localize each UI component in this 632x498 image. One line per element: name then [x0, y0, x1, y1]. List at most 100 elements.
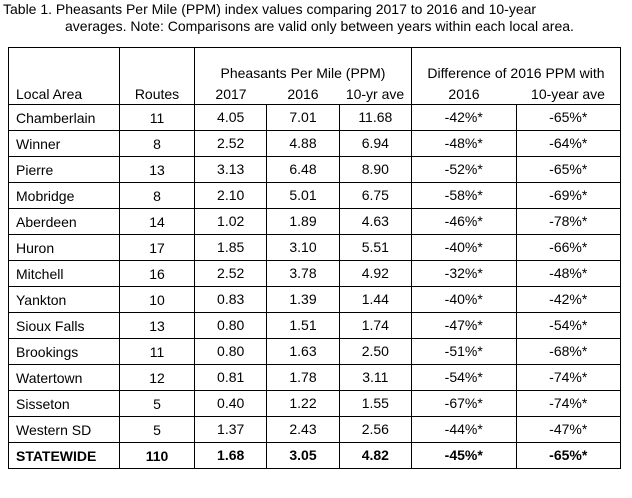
cell-ppm-2016: 3.78: [266, 261, 338, 286]
cell-ppm-2016: 7.01: [266, 105, 338, 130]
cell-diff-group: -54%* -74%*: [411, 364, 621, 391]
cell-ppm-2017: 0.80: [217, 317, 245, 333]
cell-ppm-2017: 0.40: [217, 395, 245, 411]
cell-ppm-group: 1.68 3.05 4.82: [194, 442, 412, 469]
cell-ppm-2017: 1.02: [217, 213, 245, 229]
cell-ppm-10yr: 1.44: [338, 287, 411, 312]
cell-diff-10yr: -54%*: [515, 313, 621, 338]
cell-diff-2016: -32%*: [444, 265, 483, 281]
table-row: Brookings 11 0.80 1.63 2.50 -51%* -68%*: [8, 338, 621, 365]
cell-diff-2016: -42%*: [444, 109, 483, 125]
cell-local-area: Chamberlain: [8, 104, 120, 131]
cell-diff-group: -58%* -69%*: [411, 182, 621, 209]
cell-ppm-2017: 1.37: [217, 421, 245, 437]
cell-diff-2016: -46%*: [444, 213, 483, 229]
header-ppm-2017: 2017: [215, 86, 247, 102]
cell-ppm-10yr: 4.92: [338, 261, 411, 286]
cell-ppm-10yr: 1.74: [338, 313, 411, 338]
table-caption: Table 1. Pheasants Per Mile (PPM) index …: [3, 1, 629, 35]
cell-diff-group: -67%* -74%*: [411, 390, 621, 417]
cell-ppm-2016: 1.22: [266, 391, 338, 416]
cell-ppm-group: 0.81 1.78 3.11: [194, 364, 412, 391]
cell-routes: 5: [119, 416, 195, 443]
cell-ppm-2017: 2.52: [217, 265, 245, 281]
cell-routes: 11: [119, 104, 195, 131]
cell-ppm-10yr: 5.51: [338, 235, 411, 260]
cell-ppm-10yr: 3.11: [338, 365, 411, 390]
cell-diff-10yr: -42%*: [515, 287, 621, 312]
caption-line-1: Table 1. Pheasants Per Mile (PPM) index …: [3, 1, 537, 17]
cell-ppm-group: 0.40 1.22 1.55: [194, 390, 412, 417]
cell-ppm-2016: 1.39: [266, 287, 338, 312]
table-row: Yankton 10 0.83 1.39 1.44 -40%* -42%*: [8, 286, 621, 313]
cell-diff-group: -45%* -65%*: [411, 442, 621, 469]
cell-diff-10yr: -66%*: [515, 235, 621, 260]
table-row: Sioux Falls 13 0.80 1.51 1.74 -47%* -54%*: [8, 312, 621, 339]
cell-local-area: Winner: [8, 130, 120, 157]
cell-local-area: STATEWIDE: [8, 442, 120, 469]
cell-diff-2016: -51%*: [444, 343, 483, 359]
cell-diff-10yr: -68%*: [515, 339, 621, 364]
cell-ppm-group: 4.05 7.01 11.68: [194, 104, 412, 131]
cell-ppm-10yr: 8.90: [338, 157, 411, 182]
table-row: Western SD 5 1.37 2.43 2.56 -44%* -47%*: [8, 416, 621, 443]
cell-ppm-2016: 1.78: [266, 365, 338, 390]
caption-line-2: averages. Note: Comparisons are valid on…: [65, 18, 574, 34]
cell-diff-10yr: -65%*: [515, 105, 621, 130]
cell-diff-group: -32%* -48%*: [411, 260, 621, 287]
statewide-row: STATEWIDE 110 1.68 3.05 4.82 -45%* -65%*: [8, 442, 621, 469]
header-diff-title: Difference of 2016 PPM with: [427, 65, 605, 81]
cell-local-area: Huron: [8, 234, 120, 261]
cell-diff-10yr: -78%*: [515, 209, 621, 234]
cell-diff-10yr: -64%*: [515, 131, 621, 156]
cell-ppm-group: 2.10 5.01 6.75: [194, 182, 412, 209]
cell-ppm-2017: 1.68: [217, 447, 245, 463]
cell-routes: 16: [119, 260, 195, 287]
cell-routes: 8: [119, 182, 195, 209]
cell-diff-10yr: -48%*: [515, 261, 621, 286]
cell-diff-2016: -40%*: [444, 291, 483, 307]
cell-diff-group: -48%* -64%*: [411, 130, 621, 157]
cell-ppm-group: 2.52 3.78 4.92: [194, 260, 412, 287]
cell-routes: 14: [119, 208, 195, 235]
cell-ppm-10yr: 2.50: [338, 339, 411, 364]
cell-local-area: Mobridge: [8, 182, 120, 209]
cell-routes: 12: [119, 364, 195, 391]
cell-ppm-10yr: 4.82: [338, 443, 411, 468]
cell-ppm-group: 1.02 1.89 4.63: [194, 208, 412, 235]
table-row: Watertown 12 0.81 1.78 3.11 -54%* -74%*: [8, 364, 621, 391]
cell-diff-group: -42%* -65%*: [411, 104, 621, 131]
cell-local-area: Sioux Falls: [8, 312, 120, 339]
cell-local-area: Brookings: [8, 338, 120, 365]
cell-ppm-2016: 6.48: [266, 157, 338, 182]
cell-diff-2016: -54%*: [444, 369, 483, 385]
cell-ppm-group: 0.83 1.39 1.44: [194, 286, 412, 313]
header-routes: Routes: [119, 47, 195, 105]
cell-local-area: Western SD: [8, 416, 120, 443]
header-local-area: Local Area: [8, 47, 120, 105]
cell-ppm-2017: 3.13: [217, 161, 245, 177]
cell-ppm-2017: 0.81: [217, 369, 245, 385]
cell-diff-10yr: -65%*: [515, 443, 621, 468]
cell-ppm-2017: 4.05: [217, 109, 245, 125]
cell-diff-10yr: -69%*: [515, 183, 621, 208]
cell-ppm-2016: 1.63: [266, 339, 338, 364]
table-row: Huron 17 1.85 3.10 5.51 -40%* -66%*: [8, 234, 621, 261]
cell-ppm-group: 1.85 3.10 5.51: [194, 234, 412, 261]
cell-routes: 10: [119, 286, 195, 313]
cell-diff-2016: -40%*: [444, 239, 483, 255]
cell-ppm-group: 2.52 4.88 6.94: [194, 130, 412, 157]
cell-ppm-10yr: 6.75: [338, 183, 411, 208]
cell-routes: 110: [119, 442, 195, 469]
cell-routes: 17: [119, 234, 195, 261]
header-ppm-10yr: 10-yr ave: [345, 86, 405, 102]
cell-diff-group: -47%* -54%*: [411, 312, 621, 339]
cell-diff-2016: -44%*: [444, 421, 483, 437]
header-diff-group: Difference of 2016 PPM with 2016 10-year…: [411, 47, 621, 105]
table-body: Chamberlain 11 4.05 7.01 11.68 -42%* -65%* Winn…: [8, 104, 621, 469]
cell-diff-group: -51%* -68%*: [411, 338, 621, 365]
cell-routes: 13: [119, 156, 195, 183]
table-row: Aberdeen 14 1.02 1.89 4.63 -46%* -78%*: [8, 208, 621, 235]
cell-local-area: Watertown: [8, 364, 120, 391]
cell-local-area: Mitchell: [8, 260, 120, 287]
